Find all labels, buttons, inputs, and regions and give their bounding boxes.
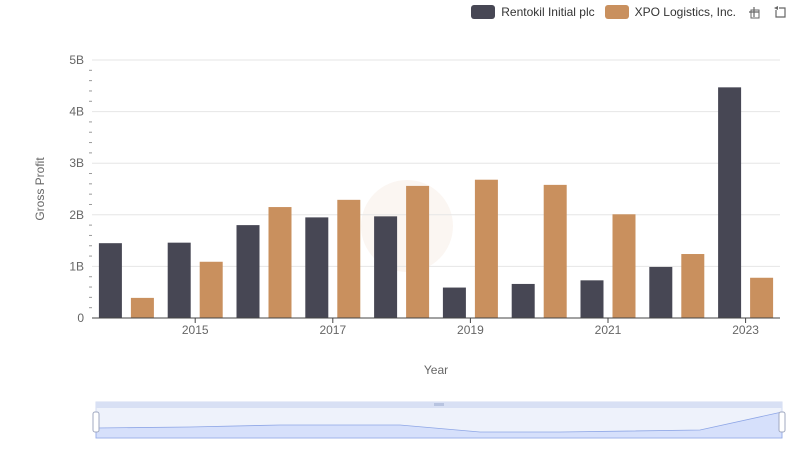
x-axis-ticks: 2015 2017 2019 2021 2023 [182, 318, 759, 337]
x-tick-label: 2017 [319, 323, 346, 337]
legend: Rentokil Initial plc XPO Logistics, Inc. [471, 4, 788, 20]
bar-rentokil-2022[interactable] [649, 266, 673, 318]
bar-rentokil-2015[interactable] [167, 242, 191, 318]
legend-label: Rentokil Initial plc [501, 5, 595, 19]
slider-drag-grip[interactable] [434, 403, 444, 406]
y-tick-label: 4B [69, 105, 84, 119]
x-tick-label: 2023 [732, 323, 759, 337]
y-tick-label: 2B [69, 208, 84, 222]
bar-rentokil-2021[interactable] [580, 280, 604, 318]
bar-xpo-2015[interactable] [199, 261, 223, 318]
bar-rentokil-2020[interactable] [511, 283, 535, 318]
bar-xpo-2020[interactable] [543, 184, 567, 318]
bar-rentokil-2014[interactable] [98, 243, 122, 318]
y-axis-ticks: 0 1B 2B 3B 4B 5B [69, 53, 84, 325]
bar-xpo-2023[interactable] [750, 277, 774, 318]
bar-xpo-2021[interactable] [612, 214, 636, 318]
slider-handle-left[interactable] [92, 411, 100, 433]
bar-xpo-2018[interactable] [406, 185, 430, 318]
y-tick-label: 0 [77, 311, 84, 325]
bar-xpo-2014[interactable] [130, 297, 154, 318]
zoom-icon[interactable] [746, 4, 762, 20]
bar-rentokil-2023[interactable] [718, 87, 742, 319]
x-tick-label: 2015 [182, 323, 209, 337]
legend-swatch [471, 5, 496, 19]
y-tick-label: 5B [69, 53, 84, 67]
bar-rentokil-2019[interactable] [442, 287, 466, 318]
restore-icon[interactable] [772, 4, 788, 20]
bar-rentokil-2018[interactable] [374, 216, 398, 318]
y-axis-minor-ticks [89, 69, 92, 309]
data-zoom-slider[interactable] [92, 401, 786, 439]
x-tick-label: 2019 [457, 323, 484, 337]
legend-swatch [604, 5, 629, 19]
x-axis-label: Year [424, 363, 448, 377]
bar-xpo-2019[interactable] [474, 179, 498, 318]
bars[interactable] [98, 87, 774, 319]
bar-xpo-2016[interactable] [268, 207, 292, 318]
legend-item-rentokil[interactable]: Rentokil Initial plc [471, 5, 595, 19]
slider-handle-right[interactable] [778, 411, 786, 433]
y-tick-label: 1B [69, 259, 84, 273]
bar-rentokil-2017[interactable] [305, 217, 329, 318]
legend-item-xpo[interactable]: XPO Logistics, Inc. [604, 5, 736, 19]
y-tick-label: 3B [69, 156, 84, 170]
x-tick-label: 2021 [595, 323, 622, 337]
bar-xpo-2017[interactable] [337, 199, 361, 318]
bar-rentokil-2016[interactable] [236, 225, 260, 318]
legend-label: XPO Logistics, Inc. [634, 5, 736, 19]
y-axis-label: Gross Profit [33, 157, 47, 221]
grid-lines [92, 59, 780, 267]
bar-xpo-2022[interactable] [681, 254, 705, 318]
